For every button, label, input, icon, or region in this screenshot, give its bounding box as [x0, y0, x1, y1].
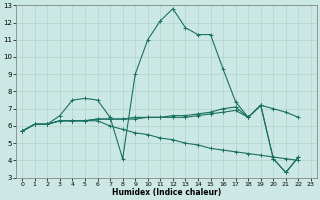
X-axis label: Humidex (Indice chaleur): Humidex (Indice chaleur) [112, 188, 221, 197]
